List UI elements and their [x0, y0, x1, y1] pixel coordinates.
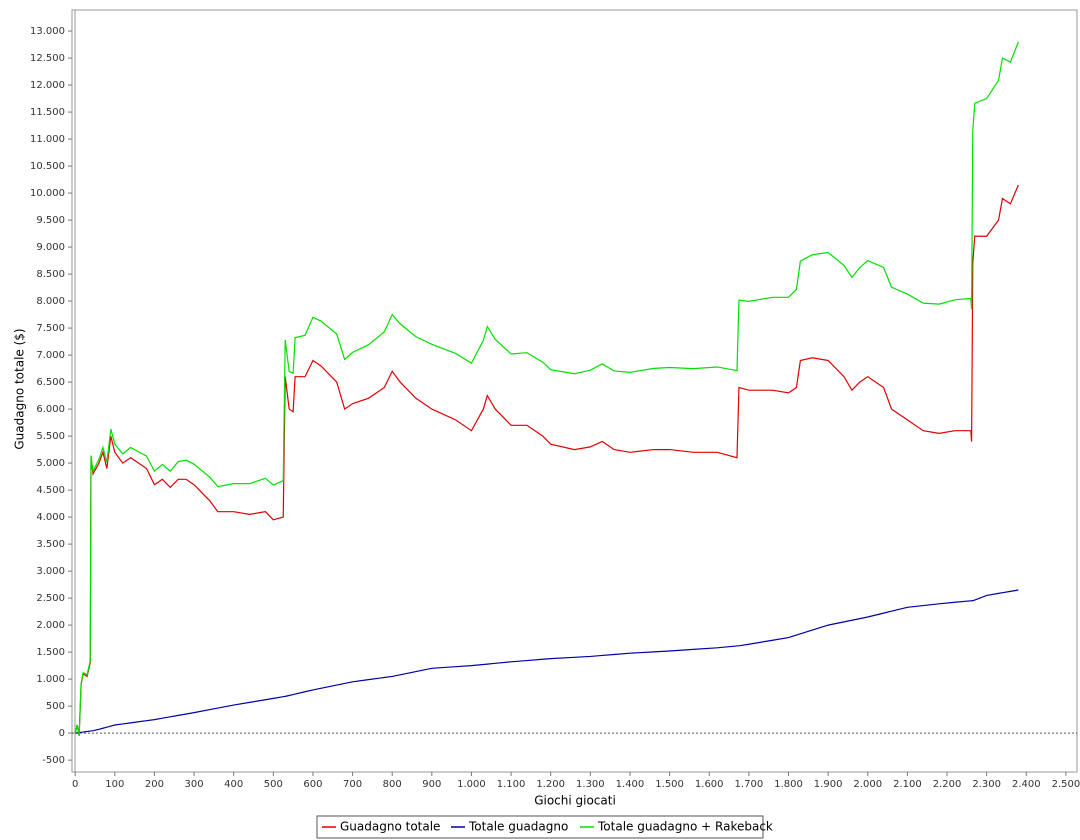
x-tick-label: 600 — [303, 779, 322, 790]
y-tick-label: 500 — [46, 701, 65, 712]
x-tick-label: 400 — [224, 779, 243, 790]
y-tick-label: 10.000 — [30, 188, 65, 199]
y-tick-label: 4.500 — [36, 485, 65, 496]
y-tick-label: 1.500 — [36, 647, 65, 658]
x-tick-label: 200 — [145, 779, 164, 790]
x-tick-label: 1.300 — [576, 779, 605, 790]
x-tick-label: 1.200 — [536, 779, 565, 790]
x-tick-label: 1.800 — [774, 779, 803, 790]
x-tick-label: 1.900 — [814, 779, 843, 790]
x-tick-label: 0 — [72, 779, 78, 790]
y-tick-label: 3.000 — [36, 566, 65, 577]
plot-area — [71, 9, 1078, 773]
x-tick-label: 1.100 — [497, 779, 526, 790]
series-line — [74, 184, 1019, 736]
y-tick-label: 2.000 — [36, 620, 65, 631]
x-tick-label: 1.600 — [695, 779, 724, 790]
y-tick-label: 6.000 — [36, 404, 65, 415]
y-tick-label: 9.000 — [36, 242, 65, 253]
y-tick-label: 12.500 — [30, 53, 65, 64]
y-tick-label: 8.500 — [36, 269, 65, 280]
y-tick-label: 11.000 — [30, 134, 65, 145]
x-tick-label: 100 — [105, 779, 124, 790]
x-tick-label: 1.500 — [655, 779, 684, 790]
legend-label: Totale guadagno — [468, 820, 568, 834]
x-tick-label: 900 — [422, 779, 441, 790]
series-line — [75, 589, 1019, 734]
y-tick-label: 13.000 — [30, 26, 65, 37]
y-tick-label: 6.500 — [36, 377, 65, 388]
x-tick-label: 2.000 — [853, 779, 882, 790]
y-tick-label: 0 — [59, 728, 65, 739]
x-tick-label: 500 — [264, 779, 283, 790]
x-tick-label: 1.700 — [735, 779, 764, 790]
x-tick-label: 2.400 — [1012, 779, 1041, 790]
y-tick-label: 11.500 — [30, 107, 65, 118]
y-tick-label: 1.000 — [36, 674, 65, 685]
y-tick-label: 2.500 — [36, 593, 65, 604]
y-tick-label: 9.500 — [36, 215, 65, 226]
y-tick-label: 8.000 — [36, 296, 65, 307]
x-tick-label: 800 — [383, 779, 402, 790]
y-axis-label: Guadagno totale ($) — [13, 328, 27, 449]
x-tick-label: 1.400 — [616, 779, 645, 790]
x-tick-label: 2.300 — [972, 779, 1001, 790]
y-tick-label: 10.500 — [30, 161, 65, 172]
x-tick-label: 700 — [343, 779, 362, 790]
y-tick-label: 7.000 — [36, 350, 65, 361]
x-tick-label: 2.100 — [893, 779, 922, 790]
x-tick-label: 1.000 — [457, 779, 486, 790]
x-tick-label: 300 — [185, 779, 204, 790]
legend — [316, 815, 764, 839]
y-tick-label: 3.500 — [36, 539, 65, 550]
y-tick-label: -500 — [42, 755, 65, 766]
y-tick-label: 4.000 — [36, 512, 65, 523]
y-tick-label: 12.000 — [30, 80, 65, 91]
y-tick-label: 7.500 — [36, 323, 65, 334]
x-tick-label: 2.500 — [1052, 779, 1080, 790]
y-tick-label: 5.000 — [36, 458, 65, 469]
x-tick-label: 2.200 — [933, 779, 962, 790]
y-tick-label: 5.500 — [36, 431, 65, 442]
legend-label: Totale guadagno + Rakeback — [597, 820, 773, 834]
legend-label: Guadagno totale — [340, 820, 440, 834]
series-line — [74, 41, 1019, 736]
x-axis-label: Giochi giocati — [534, 794, 616, 808]
